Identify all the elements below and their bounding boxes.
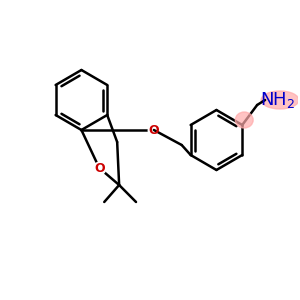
Ellipse shape [261, 91, 299, 109]
Ellipse shape [235, 112, 253, 128]
Text: O: O [94, 161, 105, 175]
Text: NH$_2$: NH$_2$ [260, 90, 296, 110]
Text: O: O [148, 124, 159, 136]
